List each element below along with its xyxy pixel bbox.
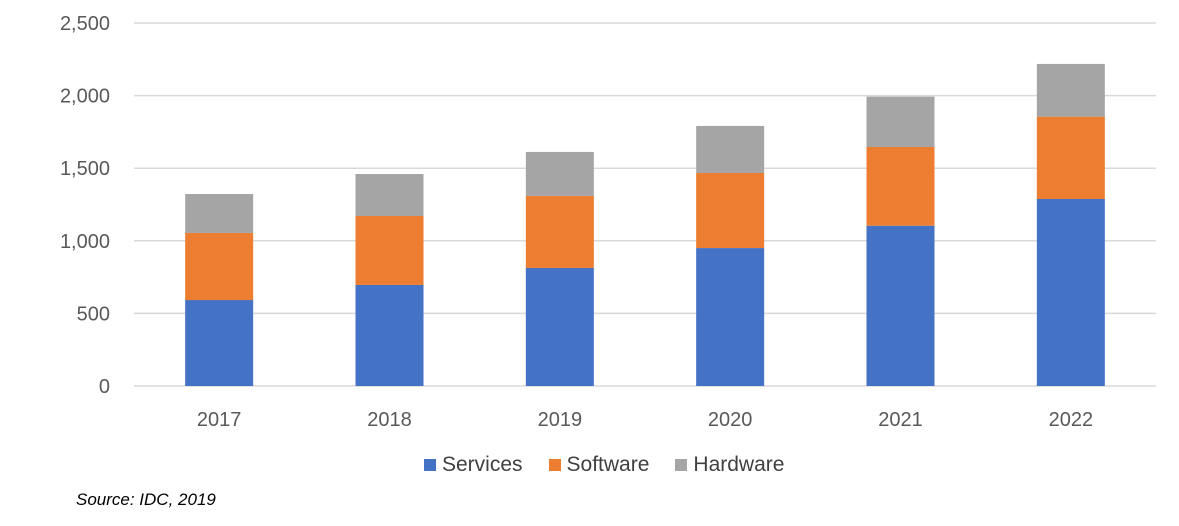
legend-item-services: Services [424,453,523,477]
legend-label: Software [566,453,650,476]
legend: Services Software Hardware [0,453,1179,477]
legend-label: Hardware [693,453,785,476]
y-tick-label: 2,000 [60,86,110,108]
bar-segment-hardware-2017 [185,194,254,233]
bar-segment-hardware-2019 [525,151,594,196]
bar-segment-hardware-2021 [866,96,935,148]
bar-segment-services-2021 [866,225,935,386]
y-tick-label: 2,500 [60,13,110,35]
x-tick-label: 2019 [538,409,583,431]
bar-segment-software-2020 [696,172,765,249]
x-tick-label: 2022 [1049,409,1094,431]
bar-segment-services-2020 [696,248,765,386]
bar-segment-hardware-2018 [355,174,424,216]
bar-segment-services-2019 [525,267,594,386]
x-tick-label: 2017 [197,409,242,431]
legend-item-software: Software [548,453,650,477]
bar-segment-services-2017 [185,300,254,386]
y-tick-label: 1,500 [60,158,110,180]
bar-segment-software-2018 [355,215,424,285]
x-tick-label: 2020 [708,409,753,431]
bar-segment-software-2019 [525,195,594,268]
x-tick-label: 2021 [878,409,923,431]
bar-segment-hardware-2020 [696,125,765,173]
legend-label: Services [442,453,523,476]
legend-swatch [675,459,688,471]
bar-segment-software-2022 [1036,116,1105,199]
legend-item-hardware: Hardware [675,453,784,477]
y-tick-label: 500 [77,303,110,325]
x-tick-label: 2018 [367,409,412,431]
bar-segment-software-2017 [185,232,254,301]
source-note: Source: IDC, 2019 [76,490,216,509]
stacked-bar-chart: 0 500 1,000 1,500 2,000 2,500 2017 2018 2019 2020… [60,13,1156,431]
bar-segment-software-2021 [866,147,935,226]
bar-segment-services-2018 [355,284,424,386]
y-tick-label: 1,000 [60,231,110,253]
bar-segment-hardware-2022 [1036,63,1105,117]
y-tick-label: 0 [99,376,110,398]
legend-swatch [548,459,561,471]
bar-segment-services-2022 [1036,198,1105,386]
legend-swatch [424,459,436,471]
